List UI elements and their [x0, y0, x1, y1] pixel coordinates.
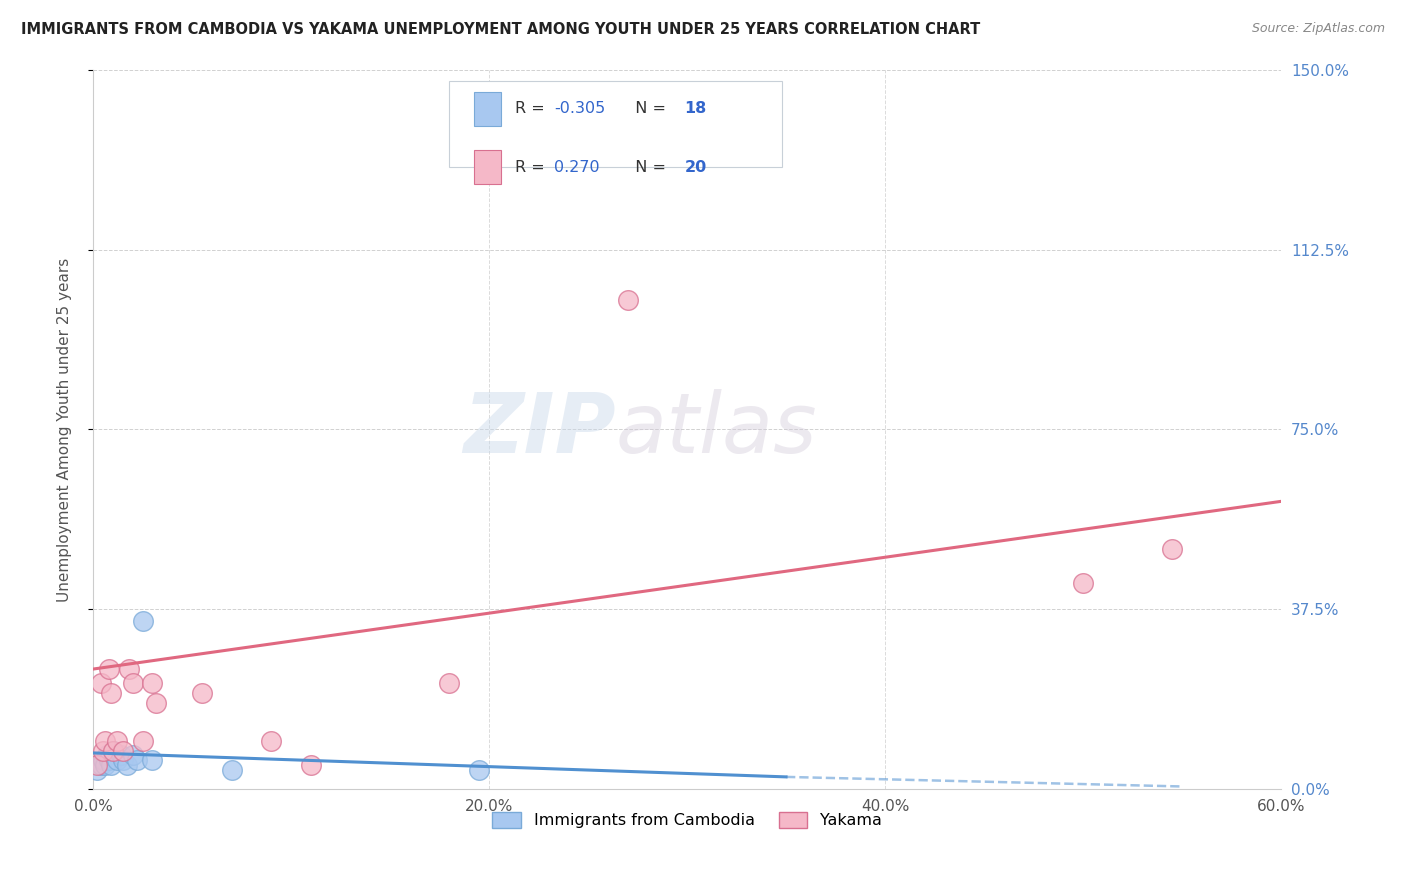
Point	[110, 748, 132, 763]
Text: 0.270: 0.270	[554, 160, 599, 175]
Point	[91, 743, 114, 757]
Text: R =: R =	[515, 160, 555, 175]
Text: ZIP: ZIP	[463, 389, 616, 470]
Point	[221, 763, 243, 777]
Point	[101, 743, 124, 757]
Point	[141, 753, 163, 767]
Point	[90, 676, 112, 690]
Text: 20: 20	[685, 160, 707, 175]
Text: N =: N =	[626, 102, 672, 116]
Text: IMMIGRANTS FROM CAMBODIA VS YAKAMA UNEMPLOYMENT AMONG YOUTH UNDER 25 YEARS CORRE: IMMIGRANTS FROM CAMBODIA VS YAKAMA UNEMP…	[21, 22, 980, 37]
Y-axis label: Unemployment Among Youth under 25 years: Unemployment Among Youth under 25 years	[58, 257, 72, 601]
Point	[86, 758, 108, 772]
Point	[100, 686, 122, 700]
Legend: Immigrants from Cambodia, Yakama: Immigrants from Cambodia, Yakama	[485, 806, 889, 835]
FancyBboxPatch shape	[474, 92, 501, 126]
Point	[90, 758, 112, 772]
FancyBboxPatch shape	[450, 81, 782, 167]
Point	[1071, 575, 1094, 590]
Point	[191, 686, 214, 700]
Point	[121, 748, 143, 763]
Text: 18: 18	[685, 102, 707, 116]
Point	[105, 734, 128, 748]
Point	[97, 662, 120, 676]
Point	[97, 753, 120, 767]
Point	[131, 734, 153, 748]
Text: Source: ZipAtlas.com: Source: ZipAtlas.com	[1251, 22, 1385, 36]
Point	[101, 743, 124, 757]
Point	[439, 676, 461, 690]
Point	[91, 753, 114, 767]
FancyBboxPatch shape	[474, 150, 501, 185]
Text: N =: N =	[626, 160, 672, 175]
Point	[94, 734, 117, 748]
Point	[111, 743, 134, 757]
Point	[299, 758, 322, 772]
Text: -0.305: -0.305	[554, 102, 605, 116]
Text: R =: R =	[515, 102, 550, 116]
Point	[121, 676, 143, 690]
Point	[118, 662, 141, 676]
Point	[115, 758, 138, 772]
Text: atlas: atlas	[616, 389, 817, 470]
Point	[96, 748, 118, 763]
Point	[1161, 542, 1184, 557]
Point	[94, 758, 117, 772]
Point	[100, 758, 122, 772]
Point	[468, 763, 491, 777]
Point	[105, 753, 128, 767]
Point	[141, 676, 163, 690]
Point	[616, 293, 638, 307]
Point	[86, 763, 108, 777]
Point	[260, 734, 283, 748]
Point	[125, 753, 148, 767]
Point	[145, 696, 167, 710]
Point	[111, 753, 134, 767]
Point	[131, 614, 153, 628]
